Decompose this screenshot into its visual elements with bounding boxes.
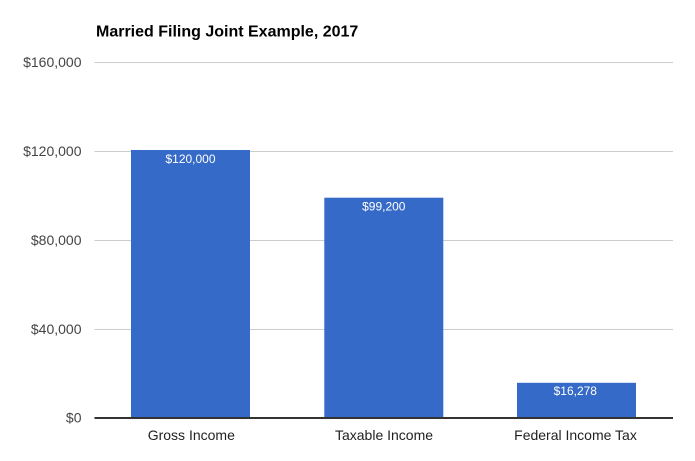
svg-text:Married Filing Joint Example,: Married Filing Joint Example, 2017 bbox=[96, 24, 358, 41]
svg-text:$120,000: $120,000 bbox=[165, 152, 215, 166]
svg-text:$16,278: $16,278 bbox=[554, 384, 598, 398]
svg-text:$99,200: $99,200 bbox=[362, 200, 406, 214]
svg-text:Federal Income Tax: Federal Income Tax bbox=[514, 427, 637, 443]
svg-text:$40,000: $40,000 bbox=[31, 321, 82, 337]
svg-text:$160,000: $160,000 bbox=[23, 54, 82, 70]
svg-text:$80,000: $80,000 bbox=[31, 232, 82, 248]
svg-text:$0: $0 bbox=[66, 410, 82, 426]
svg-text:$120,000: $120,000 bbox=[23, 143, 82, 159]
svg-text:Taxable Income: Taxable Income bbox=[335, 427, 433, 443]
svg-text:Gross Income: Gross Income bbox=[148, 427, 235, 443]
